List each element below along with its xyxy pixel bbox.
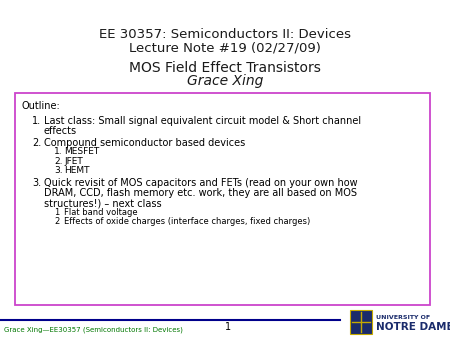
Text: Lecture Note #19 (02/27/09): Lecture Note #19 (02/27/09) <box>129 42 321 54</box>
Text: effects: effects <box>44 126 77 136</box>
Text: 3.: 3. <box>32 177 41 188</box>
Text: Grace Xing: Grace Xing <box>187 74 263 88</box>
Text: JFET: JFET <box>64 156 83 166</box>
Text: UNIVERSITY OF: UNIVERSITY OF <box>376 315 430 320</box>
Text: Flat band voltage: Flat band voltage <box>64 208 138 217</box>
Text: Grace Xing—EE30357 (Semiconductors II: Devices): Grace Xing—EE30357 (Semiconductors II: D… <box>4 327 183 333</box>
Text: structures!) – next class: structures!) – next class <box>44 198 162 209</box>
Text: Outline:: Outline: <box>22 101 61 111</box>
Text: Effects of oxide charges (interface charges, fixed charges): Effects of oxide charges (interface char… <box>64 217 310 226</box>
Text: EE 30357: Semiconductors II: Devices: EE 30357: Semiconductors II: Devices <box>99 28 351 42</box>
Text: MESFET: MESFET <box>64 147 99 156</box>
FancyBboxPatch shape <box>15 93 430 305</box>
Text: 1: 1 <box>54 208 59 217</box>
FancyBboxPatch shape <box>350 310 372 334</box>
Text: 1.: 1. <box>54 147 63 156</box>
Text: Compound semiconductor based devices: Compound semiconductor based devices <box>44 138 245 147</box>
Text: 1.: 1. <box>32 116 41 125</box>
Text: 1: 1 <box>225 322 231 332</box>
Text: HEMT: HEMT <box>64 166 90 175</box>
Text: 2: 2 <box>54 217 59 226</box>
Text: 2.: 2. <box>32 138 41 147</box>
Text: Quick revisit of MOS capacitors and FETs (read on your own how: Quick revisit of MOS capacitors and FETs… <box>44 177 358 188</box>
Text: 2.: 2. <box>54 156 63 166</box>
Text: Last class: Small signal equivalent circuit model & Short channel: Last class: Small signal equivalent circ… <box>44 116 361 125</box>
Text: 3.: 3. <box>54 166 63 175</box>
Text: MOS Field Effect Transistors: MOS Field Effect Transistors <box>129 61 321 75</box>
Text: DRAM, CCD, flash memory etc. work, they are all based on MOS: DRAM, CCD, flash memory etc. work, they … <box>44 188 357 198</box>
Text: NOTRE DAME: NOTRE DAME <box>376 322 450 332</box>
